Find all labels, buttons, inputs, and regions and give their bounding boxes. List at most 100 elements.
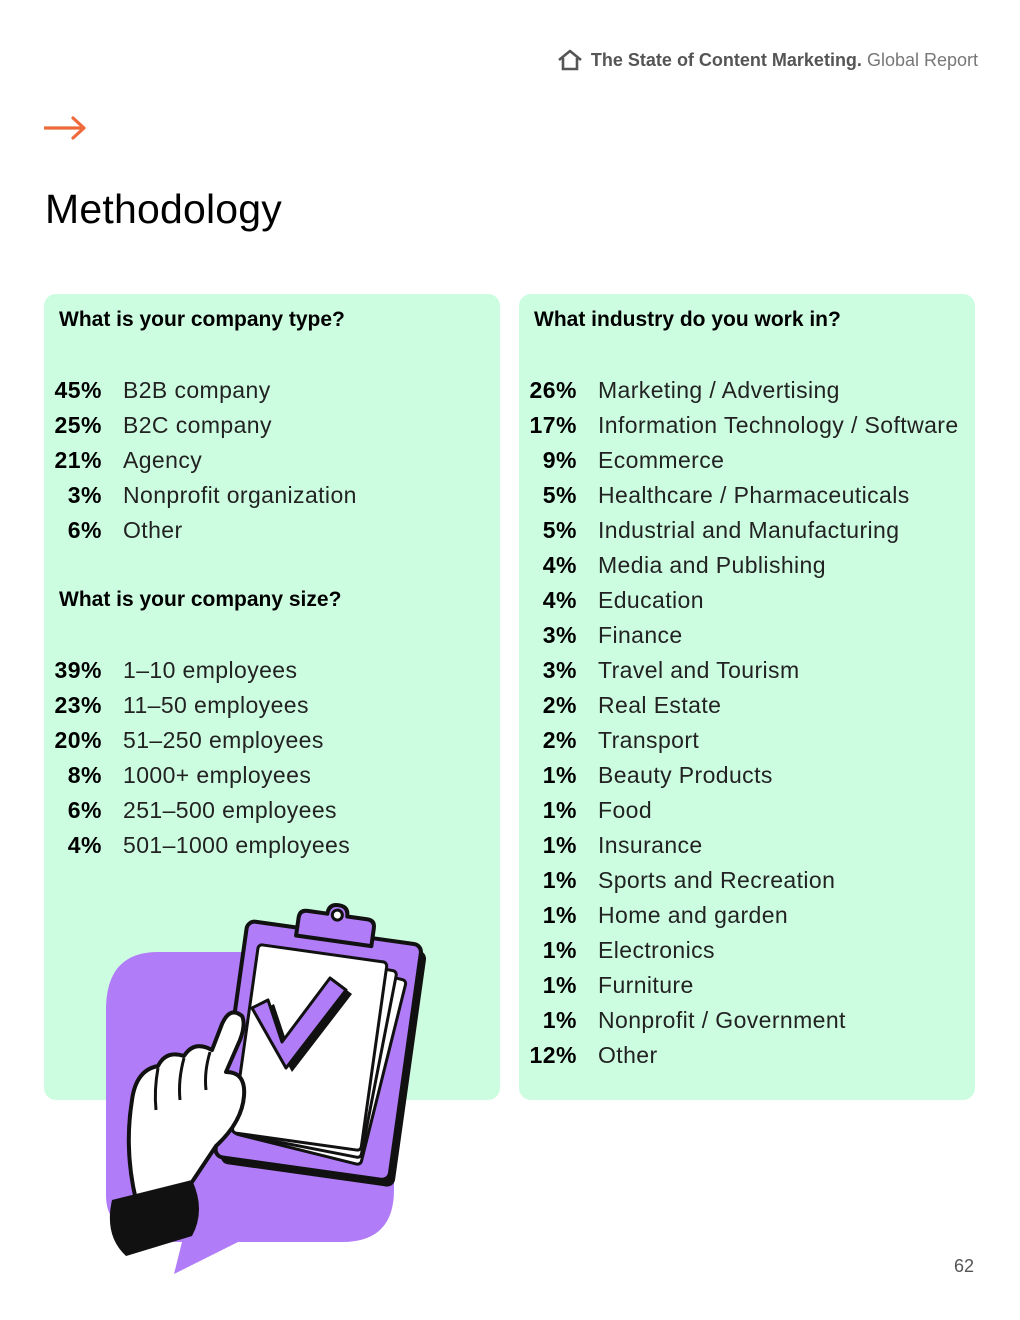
list-item: 26% Marketing / Advertising xyxy=(519,373,959,408)
list-item: 6% Other xyxy=(44,513,357,548)
item-label: Healthcare / Pharmaceuticals xyxy=(598,482,910,508)
list-item: 1% Nonprofit / Government xyxy=(519,1003,959,1038)
report-subtitle: Global Report xyxy=(866,49,978,70)
item-label: Ecommerce xyxy=(598,447,725,473)
list-item: 20% 51–250 employees xyxy=(44,723,350,758)
percentage: 26% xyxy=(529,377,577,403)
item-label: Finance xyxy=(598,622,683,648)
item-label: Information Technology / Software xyxy=(598,412,959,438)
industry-question: What industry do you work in? xyxy=(534,308,841,331)
list-item: 45% B2B company xyxy=(44,373,357,408)
item-label: Nonprofit organization xyxy=(123,482,357,508)
percentage: 25% xyxy=(54,412,102,438)
percentage: 39% xyxy=(54,657,102,683)
percentage: 9% xyxy=(542,447,577,473)
item-label: Travel and Tourism xyxy=(598,657,800,683)
percentage: 1% xyxy=(542,832,577,858)
list-item: 12% Other xyxy=(519,1038,959,1073)
percentage: 5% xyxy=(542,482,577,508)
item-label: Transport xyxy=(598,727,700,753)
item-label: Insurance xyxy=(598,832,703,858)
percentage: 2% xyxy=(542,692,577,718)
item-label: Industrial and Manufacturing xyxy=(598,517,900,543)
list-item: 6% 251–500 employees xyxy=(44,793,350,828)
list-item: 4% Media and Publishing xyxy=(519,548,959,583)
list-item: 1% Electronics xyxy=(519,933,959,968)
company-type-question: What is your company type? xyxy=(59,308,345,331)
percentage: 1% xyxy=(542,762,577,788)
industry-list: 26% Marketing / Advertising 17% Informatio… xyxy=(519,373,959,1073)
list-item: 1% Insurance xyxy=(519,828,959,863)
item-label: Other xyxy=(123,517,183,543)
report-title: The State of Content Marketing. xyxy=(590,49,862,70)
percentage: 45% xyxy=(54,377,102,403)
list-item: 2% Real Estate xyxy=(519,688,959,723)
item-label: B2B company xyxy=(123,377,271,403)
list-item: 2% Transport xyxy=(519,723,959,758)
item-label: Food xyxy=(598,797,653,823)
item-label: 11–50 employees xyxy=(123,692,309,718)
percentage: 23% xyxy=(54,692,102,718)
item-label: 51–250 employees xyxy=(123,727,324,753)
percentage: 3% xyxy=(67,482,102,508)
list-item: 25% B2C company xyxy=(44,408,357,443)
list-item: 3% Nonprofit organization xyxy=(44,478,357,513)
page-title: Methodology xyxy=(45,186,282,232)
percentage: 1% xyxy=(542,1007,577,1033)
item-label: 1–10 employees xyxy=(123,657,298,683)
list-item: 5% Industrial and Manufacturing xyxy=(519,513,959,548)
percentage: 1% xyxy=(542,972,577,998)
list-item: 39% 1–10 employees xyxy=(44,653,350,688)
percentage: 3% xyxy=(542,657,577,683)
percentage: 3% xyxy=(542,622,577,648)
percentage: 21% xyxy=(54,447,102,473)
item-label: 1000+ employees xyxy=(123,762,312,788)
item-label: Real Estate xyxy=(598,692,722,718)
list-item: 23% 11–50 employees xyxy=(44,688,350,723)
company-size-question: What is your company size? xyxy=(59,588,342,611)
item-label: 251–500 employees xyxy=(123,797,337,823)
item-label: Education xyxy=(598,587,704,613)
page-number: 62 xyxy=(953,1256,974,1276)
report-header: The State of Content Marketing. Global R… xyxy=(557,46,978,74)
list-item: 1% Home and garden xyxy=(519,898,959,933)
company-size-list: 39% 1–10 employees 23% 11–50 employees 20%… xyxy=(44,653,350,863)
percentage: 20% xyxy=(54,727,102,753)
percentage: 17% xyxy=(529,412,577,438)
list-item: 1% Beauty Products xyxy=(519,758,959,793)
percentage: 5% xyxy=(542,517,577,543)
percentage: 4% xyxy=(542,587,577,613)
list-item: 1% Sports and Recreation xyxy=(519,863,959,898)
item-label: Media and Publishing xyxy=(598,552,826,578)
list-item: 1% Food xyxy=(519,793,959,828)
list-item: 1% Furniture xyxy=(519,968,959,1003)
percentage: 1% xyxy=(542,902,577,928)
percentage: 1% xyxy=(542,867,577,893)
item-label: Marketing / Advertising xyxy=(598,377,840,403)
percentage: 12% xyxy=(529,1042,577,1068)
company-type-list: 45% B2B company 25% B2C company 21% Agency … xyxy=(44,373,357,548)
item-label: Sports and Recreation xyxy=(598,867,836,893)
list-item: 5% Healthcare / Pharmaceuticals xyxy=(519,478,959,513)
item-label: B2C company xyxy=(123,412,272,438)
list-item: 9% Ecommerce xyxy=(519,443,959,478)
percentage: 1% xyxy=(542,937,577,963)
item-label: 501–1000 employees xyxy=(123,832,351,858)
list-item: 21% Agency xyxy=(44,443,357,478)
percentage: 4% xyxy=(542,552,577,578)
list-item: 8% 1000+ employees xyxy=(44,758,350,793)
item-label: Home and garden xyxy=(598,902,789,928)
list-item: 17% Information Technology / Software xyxy=(519,408,959,443)
list-item: 3% Finance xyxy=(519,618,959,653)
percentage: 1% xyxy=(542,797,577,823)
list-item: 3% Travel and Tourism xyxy=(519,653,959,688)
clipboard-checkmark-illustration xyxy=(106,903,426,1274)
industry-card: What industry do you work in? 26% Marketi… xyxy=(519,294,975,1100)
item-label: Nonprofit / Government xyxy=(598,1007,846,1033)
arrow-right-icon xyxy=(44,116,86,140)
percentage: 4% xyxy=(67,832,102,858)
item-label: Other xyxy=(598,1042,658,1068)
item-label: Agency xyxy=(123,447,203,473)
percentage: 6% xyxy=(67,797,102,823)
item-label: Beauty Products xyxy=(598,762,773,788)
